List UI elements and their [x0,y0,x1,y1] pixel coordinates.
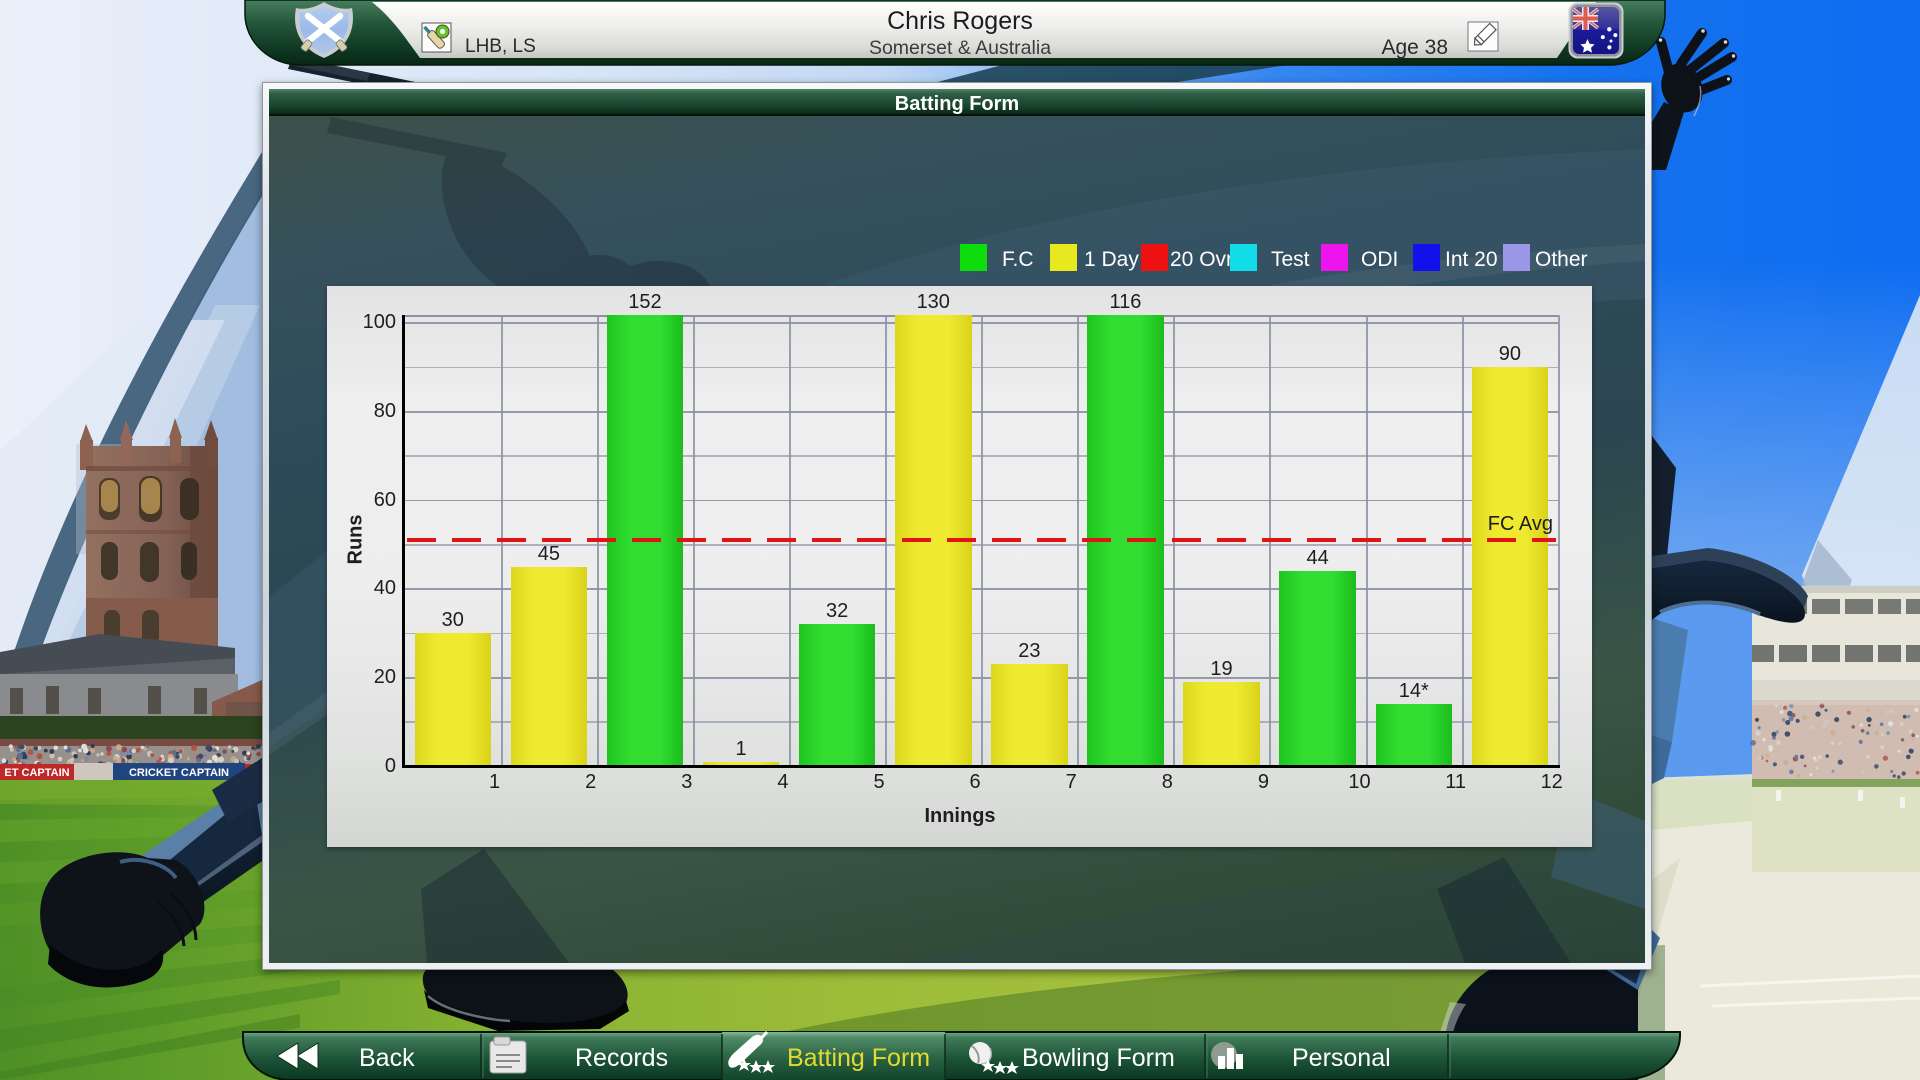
svg-text:ET CAPTAIN: ET CAPTAIN [4,767,69,779]
svg-text:CRICKET CAPTAIN: CRICKET CAPTAIN [129,767,229,779]
